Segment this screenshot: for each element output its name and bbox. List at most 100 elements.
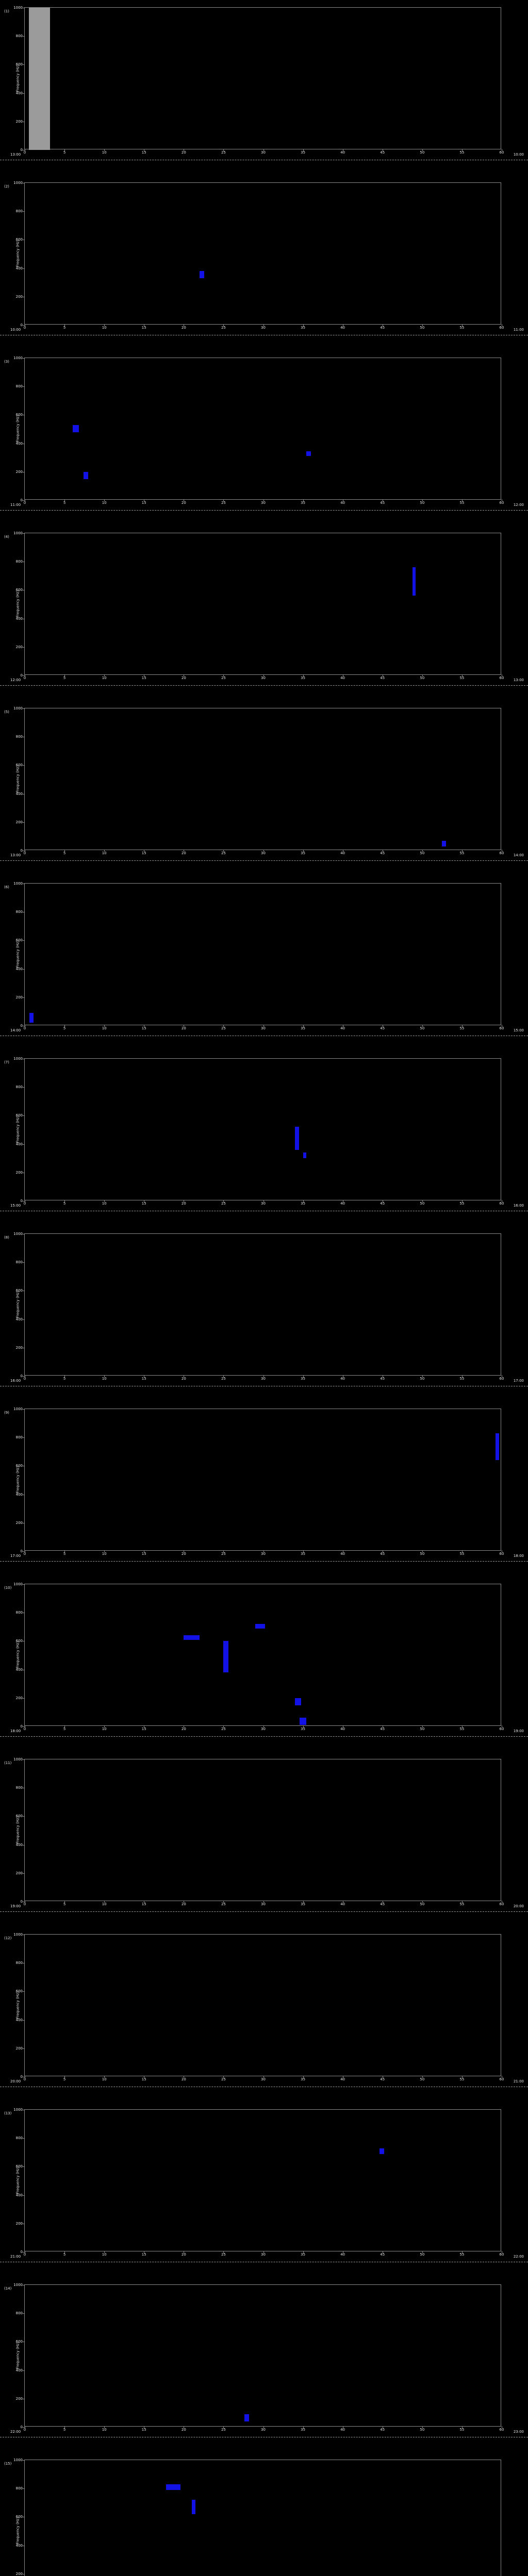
x-tick-label: 25 [221, 1727, 226, 1731]
x-tick-mark [303, 499, 304, 501]
x-tick-label: 20 [181, 1902, 186, 1906]
x-tick-label: 45 [380, 326, 385, 330]
y-axis-label: Frequency (Hz) [15, 1291, 20, 1318]
time-start-label: 13:00 [10, 853, 21, 857]
x-tick-label: 35 [301, 2077, 306, 2081]
y-tick-label: 800 [15, 384, 23, 389]
x-tick-label: 50 [420, 1552, 425, 1556]
x-tick-mark [223, 1375, 224, 1377]
x-tick-label: 30 [261, 150, 266, 155]
y-tick-mark [23, 647, 25, 648]
y-axis-label: Frequency (Hz) [15, 64, 20, 92]
x-tick-label: 10 [102, 1377, 107, 1381]
x-tick-label: 15 [141, 150, 146, 155]
y-tick-label: 400 [15, 1842, 23, 1847]
x-tick-label: 20 [181, 326, 186, 330]
x-tick-label: 50 [420, 2428, 425, 2432]
x-tick-label: 0 [23, 851, 26, 855]
x-tick-label: 55 [459, 1201, 465, 1206]
x-tick-mark [223, 1550, 224, 1552]
y-tick-label: 0 [20, 673, 23, 677]
x-tick-mark [64, 2426, 65, 2428]
y-tick-label: 1000 [13, 2283, 23, 2287]
y-tick-label: 1000 [13, 6, 23, 10]
x-tick-label: 55 [459, 501, 465, 505]
time-end-label: 20:00 [513, 1904, 524, 1908]
spectral-feature [412, 567, 416, 596]
x-tick-label: 50 [420, 2077, 425, 2081]
y-tick-label: 0 [20, 1199, 23, 1203]
x-tick-mark [64, 1200, 65, 1202]
x-tick-label: 10 [102, 1727, 107, 1731]
spectral-feature [244, 2414, 249, 2421]
x-tick-label: 45 [380, 501, 385, 505]
y-tick-label: 0 [20, 2425, 23, 2429]
y-tick-label: 0 [20, 1900, 23, 1904]
x-tick-label: 35 [301, 1377, 306, 1381]
x-tick-label: 55 [459, 1552, 465, 1556]
spectral-feature [303, 1153, 306, 1159]
x-tick-label: 30 [261, 851, 266, 855]
x-tick-mark [461, 674, 463, 676]
x-tick-label: 25 [221, 2077, 226, 2081]
x-tick-label: 0 [23, 1727, 26, 1731]
y-tick-label: 200 [15, 1520, 23, 1525]
y-axis-label: Frequency (Hz) [15, 2166, 20, 2194]
time-start-label: 18:00 [10, 1729, 21, 1733]
y-tick-label: 200 [15, 1170, 23, 1175]
x-tick-label: 15 [141, 1377, 146, 1381]
x-tick-label: 30 [261, 1377, 266, 1381]
y-tick-mark [23, 1726, 25, 1727]
x-tick-mark [223, 149, 224, 151]
y-tick-mark [23, 2370, 25, 2371]
x-tick-label: 30 [261, 1727, 266, 1731]
y-axis-label: Frequency (Hz) [15, 1115, 20, 1143]
spectral-feature [84, 471, 89, 479]
x-tick-mark [461, 1901, 463, 1903]
y-tick-mark [23, 822, 25, 823]
x-tick-label: 0 [23, 2252, 26, 2257]
y-axis-label: Frequency (Hz) [15, 590, 20, 618]
x-tick-label: 45 [380, 1377, 385, 1381]
x-tick-label: 45 [380, 1552, 385, 1556]
y-tick-label: 0 [20, 1024, 23, 1028]
x-tick-label: 60 [499, 150, 504, 155]
y-tick-mark [23, 2166, 25, 2167]
y-tick-label: 0 [20, 2250, 23, 2254]
panel-separator [0, 510, 528, 511]
x-tick-label: 60 [499, 851, 504, 855]
x-tick-mark [104, 2251, 105, 2253]
y-tick-mark [23, 1584, 25, 1585]
x-tick-mark [263, 2076, 264, 2078]
y-tick-label: 600 [15, 1989, 23, 1994]
y-tick-mark [23, 1087, 25, 1088]
x-tick-mark [422, 1725, 423, 1727]
y-tick-label: 800 [15, 2311, 23, 2316]
x-tick-label: 40 [340, 326, 345, 330]
x-tick-mark [263, 1375, 264, 1377]
time-start-label: 10:00 [10, 328, 21, 332]
spectral-feature [295, 1698, 302, 1705]
x-tick-mark [263, 850, 264, 852]
y-tick-mark [23, 1376, 25, 1377]
time-end-label: 13:00 [513, 678, 524, 682]
x-tick-mark [422, 499, 423, 501]
y-tick-mark [23, 2427, 25, 2428]
x-tick-label: 35 [301, 851, 306, 855]
time-start-label: 15:00 [10, 1204, 21, 1208]
x-tick-label: 55 [459, 2252, 465, 2257]
time-end-label: 22:00 [513, 2255, 524, 2259]
spectrogram-panel: (4) Frequency (Hz) 0 200 400 600 800 1000 0 5 10 15… [0, 526, 528, 701]
x-tick-mark [64, 149, 65, 151]
x-tick-label: 25 [221, 676, 226, 680]
panel-index-label: (7) [4, 1060, 9, 1064]
x-tick-mark [263, 674, 264, 676]
x-tick-label: 5 [63, 1377, 66, 1381]
x-tick-mark [303, 1200, 304, 1202]
x-tick-mark [104, 674, 105, 676]
y-tick-label: 800 [15, 1961, 23, 1965]
x-tick-label: 20 [181, 851, 186, 855]
x-tick-label: 30 [261, 1201, 266, 1206]
y-axis-label: Frequency (Hz) [15, 1816, 20, 1844]
